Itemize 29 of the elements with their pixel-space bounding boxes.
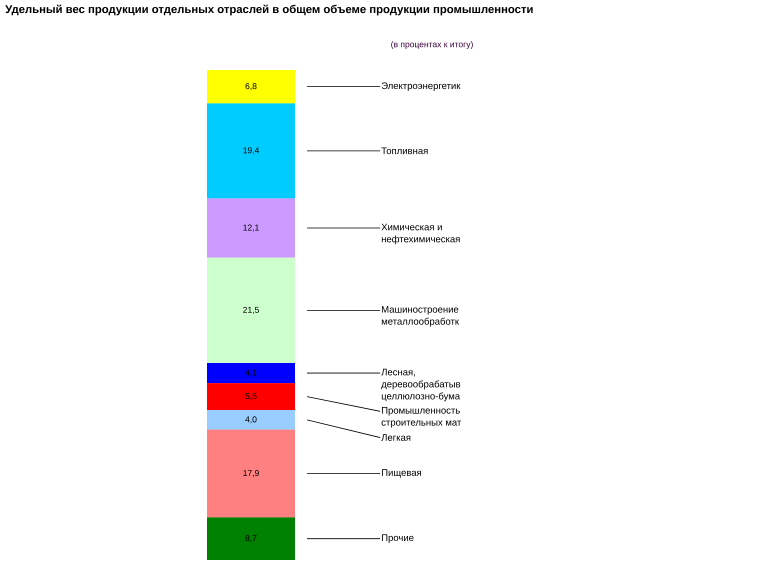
bar [207,517,296,560]
bar [207,198,296,258]
text: Лесная, деревообрабатыв целлюлозно-бума [381,368,460,402]
text: Промышленность строительных мат [382,407,462,428]
text: Пищевая [382,469,422,478]
bar [207,70,296,104]
bar [207,103,296,198]
data-label: 4,0 [245,416,257,424]
chart-title: Удельный вес продукции отдельных отраслей в общем объеме продукции промышленности [5,4,533,16]
data-label: 21,5 [243,306,259,314]
data-label: 5,5 [245,393,257,400]
text: Химическая и нефтехимическая [381,224,460,244]
text: (в процентах к итогу) [391,41,473,49]
text: Электроэнергетик [382,82,460,91]
bar [207,430,296,518]
text: Машиностроение металлообработк [382,306,460,327]
data-label: 17,9 [243,470,259,478]
text: Топливная [381,148,428,154]
bar [207,258,296,364]
text: Прочие [382,534,414,543]
bar [207,363,296,384]
data-label: 4,1 [245,370,256,377]
bar [207,383,296,410]
data-label: 6,8 [246,83,257,90]
text: Легкая [381,434,410,441]
data-label: 19,4 [243,147,260,154]
bar [207,410,296,430]
data-label: 8,7 [245,535,256,542]
data-label: 12,1 [243,224,259,232]
